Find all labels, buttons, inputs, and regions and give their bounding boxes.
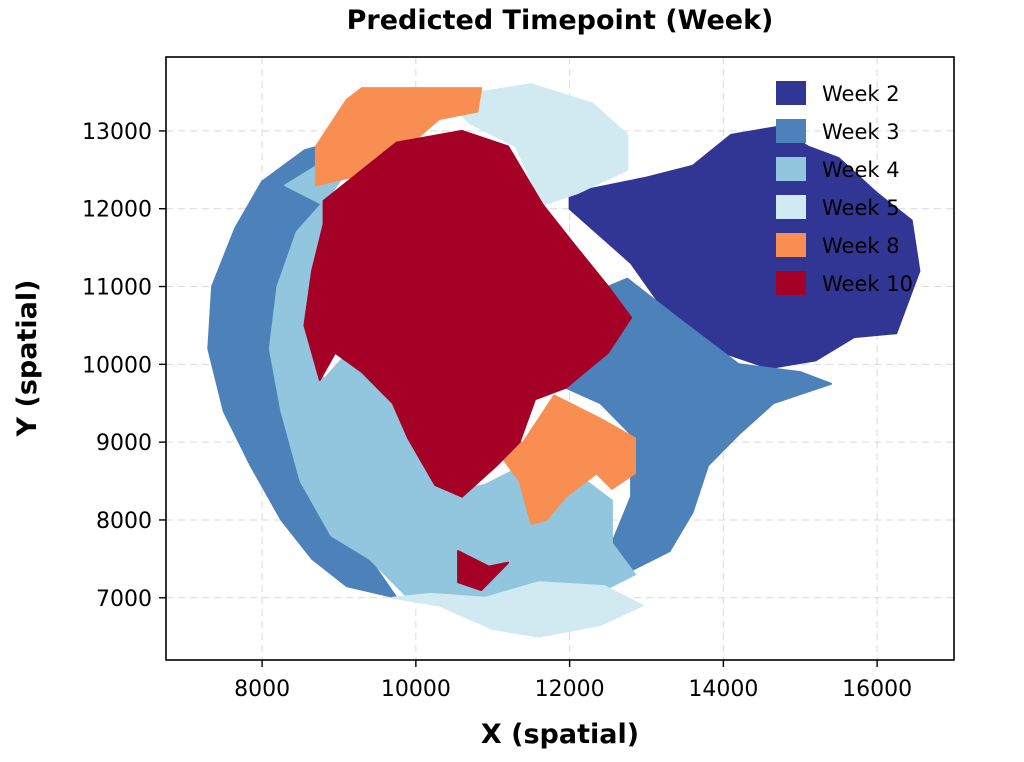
legend-item: Week 3 xyxy=(776,119,900,144)
region-week-5 xyxy=(391,581,644,638)
region-week-8 xyxy=(495,394,636,525)
legend-item: Week 10 xyxy=(776,271,913,296)
legend-item: Week 8 xyxy=(776,233,900,258)
y-tick-label: 9000 xyxy=(96,431,152,456)
legend-label: Week 3 xyxy=(822,120,900,144)
x-axis-label: X (spatial) xyxy=(481,719,639,750)
y-tick-label: 10000 xyxy=(82,353,152,378)
series-week-10 xyxy=(303,129,633,591)
plot-frame xyxy=(165,56,955,661)
legend-swatch xyxy=(776,195,806,219)
region-week-10 xyxy=(457,550,510,591)
y-tick-label: 11000 xyxy=(82,276,152,301)
chart-title: Predicted Timepoint (Week) xyxy=(347,5,774,36)
y-tick-label: 8000 xyxy=(96,509,152,534)
y-tick-label: 13000 xyxy=(82,120,152,145)
legend: Week 2 Week 3 Week 4 Week 5 Week 8 Week 10 xyxy=(776,81,913,296)
x-axis-ticks: 8000 10000 12000 14000 16000 xyxy=(234,660,912,702)
x-tick-label: 16000 xyxy=(842,677,912,702)
legend-swatch xyxy=(776,233,806,257)
legend-label: Week 5 xyxy=(822,196,900,220)
legend-item: Week 2 xyxy=(776,81,900,106)
region-week-3 xyxy=(564,277,832,572)
x-tick-label: 8000 xyxy=(234,677,290,702)
x-tick-label: 12000 xyxy=(535,677,605,702)
legend-label: Week 2 xyxy=(822,82,900,106)
legend-label: Week 4 xyxy=(822,158,900,182)
y-axis-ticks: 7000 8000 9000 10000 11000 12000 13000 xyxy=(82,120,166,612)
x-tick-label: 10000 xyxy=(381,677,451,702)
data-regions xyxy=(207,83,921,638)
legend-item: Week 4 xyxy=(776,157,900,182)
x-tick-label: 14000 xyxy=(688,677,758,702)
legend-item: Week 5 xyxy=(776,195,900,220)
y-tick-label: 12000 xyxy=(82,198,152,223)
legend-label: Week 8 xyxy=(822,234,900,258)
legend-swatch xyxy=(776,157,806,181)
legend-swatch xyxy=(776,271,806,295)
legend-label: Week 10 xyxy=(822,272,913,296)
region-week-10 xyxy=(303,129,633,498)
legend-swatch xyxy=(776,81,806,105)
region-week-5 xyxy=(453,83,629,206)
series-week-5 xyxy=(391,83,644,638)
y-tick-label: 7000 xyxy=(96,587,152,612)
y-axis-label: Y (spatial) xyxy=(12,280,43,438)
legend-swatch xyxy=(776,119,806,143)
